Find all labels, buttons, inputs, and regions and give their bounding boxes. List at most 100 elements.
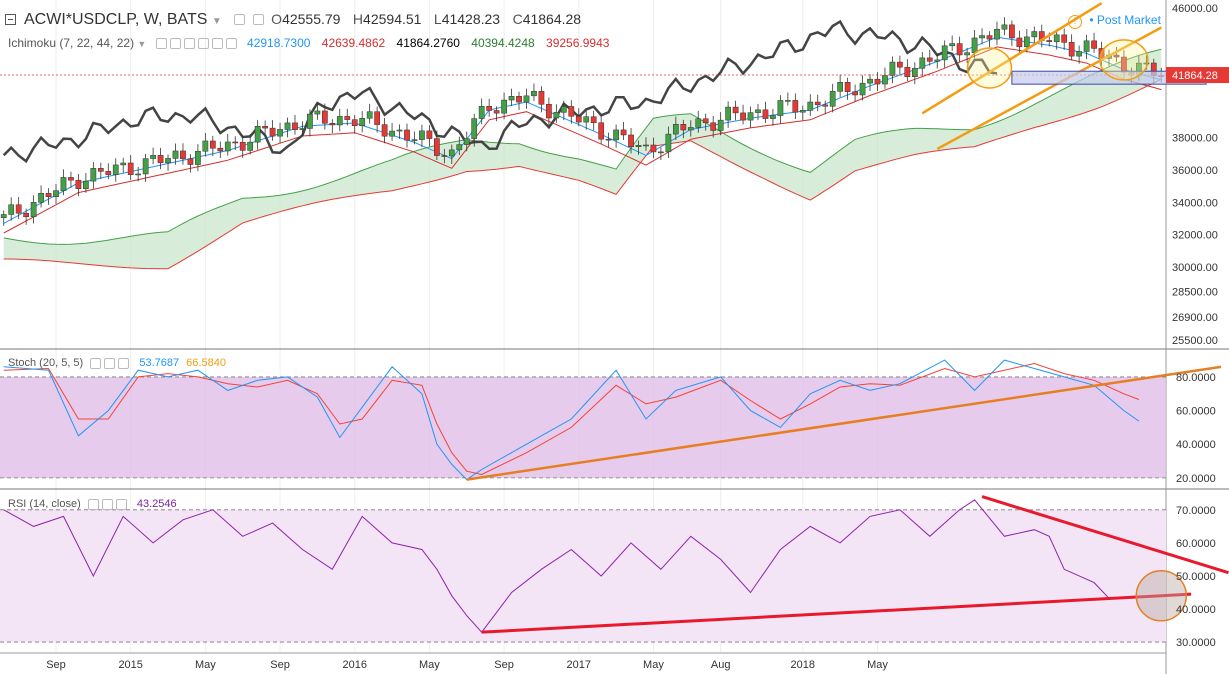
post-market-indicator[interactable]: ! • Post Market xyxy=(1068,13,1161,29)
candle-body xyxy=(658,151,664,154)
open-value: 42555.79 xyxy=(282,11,341,27)
candle-body xyxy=(971,37,978,53)
candle-body xyxy=(1031,31,1038,38)
time-tick-label: May xyxy=(643,659,664,671)
stoch-close-icon[interactable] xyxy=(118,357,130,369)
candle-body xyxy=(949,43,956,47)
candle-body xyxy=(478,105,485,119)
candle-body xyxy=(1068,42,1075,57)
candle-body xyxy=(396,129,403,132)
candle-body xyxy=(672,123,679,135)
ichimoku-lagging-value: 41864.2760 xyxy=(396,36,460,50)
rsi-tick-label: 40.0000 xyxy=(1176,604,1216,616)
candle-body xyxy=(934,59,941,62)
candle-body xyxy=(374,111,380,125)
candle-body xyxy=(687,127,694,131)
rsi-band-fill xyxy=(0,509,1166,643)
rsi-legend[interactable]: RSI (14, close) 43.2546 xyxy=(8,498,177,510)
rsi-tick-label: 60.0000 xyxy=(1176,538,1216,550)
candle-body xyxy=(142,158,149,175)
stoch-settings-icon[interactable] xyxy=(104,357,116,369)
rsi-eye-icon[interactable] xyxy=(87,498,99,510)
candle-body xyxy=(97,168,104,172)
candle-body xyxy=(822,104,829,107)
candle-body xyxy=(381,124,388,137)
candle-body xyxy=(613,129,619,141)
stoch-d-line xyxy=(3,362,1140,476)
candle-body xyxy=(486,105,493,111)
candle-body xyxy=(755,109,761,113)
time-tick-label: 2017 xyxy=(567,659,591,671)
settings-icon[interactable] xyxy=(252,14,264,26)
candle-body xyxy=(441,155,448,157)
candle-body xyxy=(1009,24,1015,39)
candle-body xyxy=(232,141,239,144)
candle-body xyxy=(493,110,500,114)
alert-icon[interactable]: ! xyxy=(1068,15,1082,29)
candle-body xyxy=(60,177,67,191)
candle-body xyxy=(560,106,567,113)
candle-body xyxy=(814,101,821,106)
price-axis: 46000.00 41864.28 38000.00 36000.00 34000.00… xyxy=(1166,3,1229,347)
candle-body xyxy=(717,119,724,131)
candle-body xyxy=(1083,40,1090,52)
candle-body xyxy=(389,130,395,137)
ichimoku-base-value: 42639.4862 xyxy=(321,36,386,50)
stoch-label: Stoch (20, 5, 5) xyxy=(8,357,84,369)
lagging-span xyxy=(2,19,998,164)
candle-body xyxy=(8,204,15,215)
symbol-dropdown-icon[interactable]: ▼ xyxy=(211,16,222,27)
collapse-legend-icon[interactable] xyxy=(5,14,16,25)
time-tick-label: May xyxy=(867,659,888,671)
candle-body xyxy=(172,150,179,159)
ichimoku-legend[interactable]: Ichimoku (7, 22, 44, 22) ▼ 42918.7300 42… xyxy=(8,36,609,50)
stoch-tick-label: 20.0000 xyxy=(1176,473,1216,485)
ichimoku-more-icon[interactable] xyxy=(211,38,223,50)
candle-body xyxy=(292,122,298,130)
ichimoku-add-icon[interactable] xyxy=(197,38,209,50)
ichimoku-source-icon[interactable] xyxy=(183,38,195,50)
candle-body xyxy=(217,147,224,152)
rsi-close-icon[interactable] xyxy=(115,498,127,510)
rsi-settings-icon[interactable] xyxy=(101,498,113,510)
candle-body xyxy=(68,177,74,181)
candle-body xyxy=(247,141,254,151)
candle-body xyxy=(553,112,560,119)
last-price-label: 41864.28 xyxy=(1172,70,1218,82)
candle-body xyxy=(785,100,791,102)
candle-body xyxy=(979,35,985,39)
candle-body xyxy=(829,91,836,107)
candle-body xyxy=(852,91,858,96)
stoch-k-line xyxy=(3,359,1140,481)
rsi-tick-label: 70.0000 xyxy=(1176,505,1216,517)
rsi-label: RSI (14, close) xyxy=(8,498,81,510)
eye-icon[interactable] xyxy=(234,14,246,26)
candle-body xyxy=(590,116,597,123)
candle-body xyxy=(867,78,873,84)
ichimoku-eye-icon[interactable] xyxy=(155,38,167,50)
candle-body xyxy=(180,150,186,160)
span-b-line xyxy=(3,78,1162,270)
ichimoku-close-icon[interactable] xyxy=(225,38,237,50)
candle-body xyxy=(926,57,933,62)
candle-body xyxy=(889,61,896,76)
price-tick-label: 25500.00 xyxy=(1172,335,1218,347)
price-tick-label: 46000.00 xyxy=(1172,3,1218,15)
ichimoku-settings-icon[interactable] xyxy=(169,38,181,50)
candle-body xyxy=(882,75,888,85)
rsi-resistance-trendline xyxy=(981,495,1229,575)
high-label: H xyxy=(352,11,364,27)
ichimoku-dropdown-icon[interactable]: ▼ xyxy=(137,39,147,49)
candle-body xyxy=(165,158,171,164)
stoch-eye-icon[interactable] xyxy=(90,357,102,369)
candle-body xyxy=(501,99,507,114)
low-label: L xyxy=(433,11,442,27)
candle-body xyxy=(359,118,366,126)
time-tick-label: 2018 xyxy=(791,659,815,671)
stoch-k-value: 53.7687 xyxy=(139,357,180,369)
trend-channel-lower xyxy=(936,26,1162,151)
candle-body xyxy=(127,162,134,175)
stoch-legend[interactable]: Stoch (20, 5, 5) 53.7687 66.5840 xyxy=(8,357,226,369)
symbol-title[interactable]: ACWI*USDCLP, W, BATS ▼ O42555.79 H42594.… xyxy=(24,11,581,29)
